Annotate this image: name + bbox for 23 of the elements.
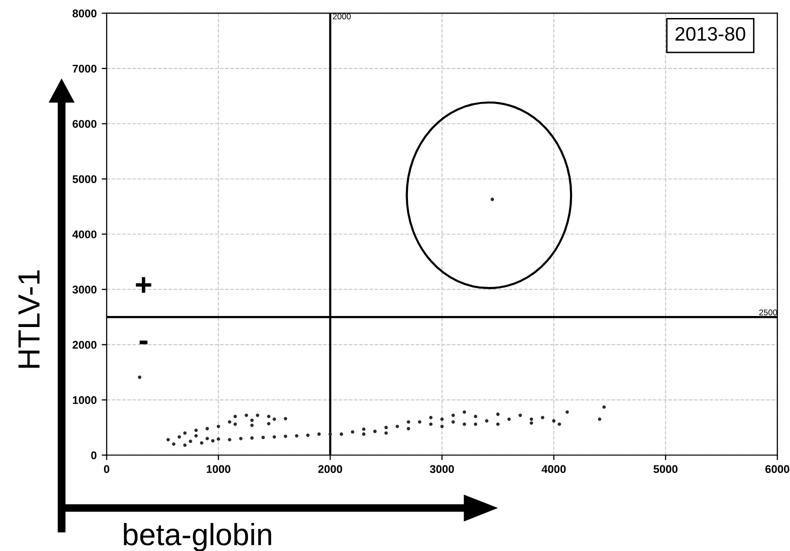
x-tick-label: 5000: [654, 465, 678, 474]
x-tick-label: 3000: [430, 465, 454, 474]
y-tick-label: 8000: [72, 9, 96, 18]
x-tick-label: 0: [104, 465, 110, 474]
y-tick-label: 1000: [72, 396, 96, 404]
ref-line-label: 2000: [332, 13, 351, 20]
x-tick-label: 1000: [206, 465, 230, 474]
y-tick-label: 4000: [72, 230, 96, 238]
annotation: -: [140, 340, 148, 344]
annotation: 2013-80: [676, 26, 746, 41]
y-tick-label: 5000: [72, 175, 96, 184]
y-tick-label: 3000: [72, 286, 96, 294]
x-tick-label: 4000: [542, 465, 566, 474]
x-tick-label: 2000: [318, 465, 342, 474]
ref-line-label: 2500: [759, 309, 778, 316]
y-tick-label: 2000: [72, 340, 96, 349]
y-tick-label: 0: [91, 451, 96, 460]
y-tick-label: 6000: [72, 120, 96, 128]
x-axis-title: beta-globin: [124, 522, 272, 551]
y-tick-label: 7000: [72, 64, 96, 73]
annotation: +: [136, 277, 152, 293]
x-tick-label: 6000: [765, 465, 790, 474]
y-axis-title: HTLV-1: [18, 270, 40, 368]
